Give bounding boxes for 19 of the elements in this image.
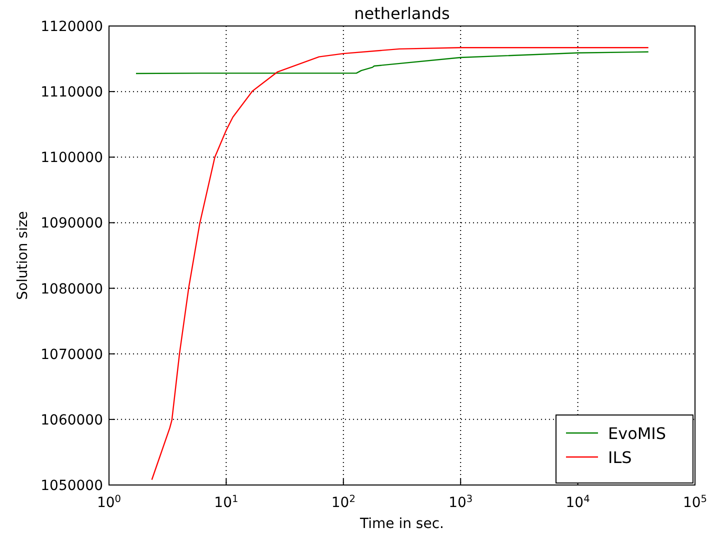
x-tick-label: 10$^{4}$ — [566, 494, 590, 511]
y-axis-title: Solution size — [15, 211, 31, 300]
y-tick-label: 1090000 — [40, 216, 103, 232]
legend-label: ILS — [608, 448, 632, 467]
x-tick-label: 10$^{1}$ — [214, 494, 238, 511]
x-axis-title: Time in sec. — [359, 516, 444, 532]
x-tick-label: 10$^{3}$ — [448, 494, 473, 511]
y-tick-label: 1110000 — [40, 84, 103, 101]
y-tick-label: 1060000 — [40, 412, 103, 428]
legend-label: EvoMIS — [608, 424, 666, 443]
x-tick-label: 10$^{0}$ — [96, 494, 122, 511]
x-tick-label: 10$^{5}$ — [682, 494, 708, 511]
x-tick-label: 10$^{2}$ — [331, 494, 356, 511]
y-tick-label: 1100000 — [40, 150, 103, 166]
y-tick-label: 1050000 — [40, 478, 103, 494]
y-tick-label: 1070000 — [40, 346, 103, 363]
y-tick-label: 1080000 — [40, 281, 103, 298]
chart-title: netherlands — [354, 4, 450, 23]
y-tick-label: 1120000 — [40, 19, 103, 35]
